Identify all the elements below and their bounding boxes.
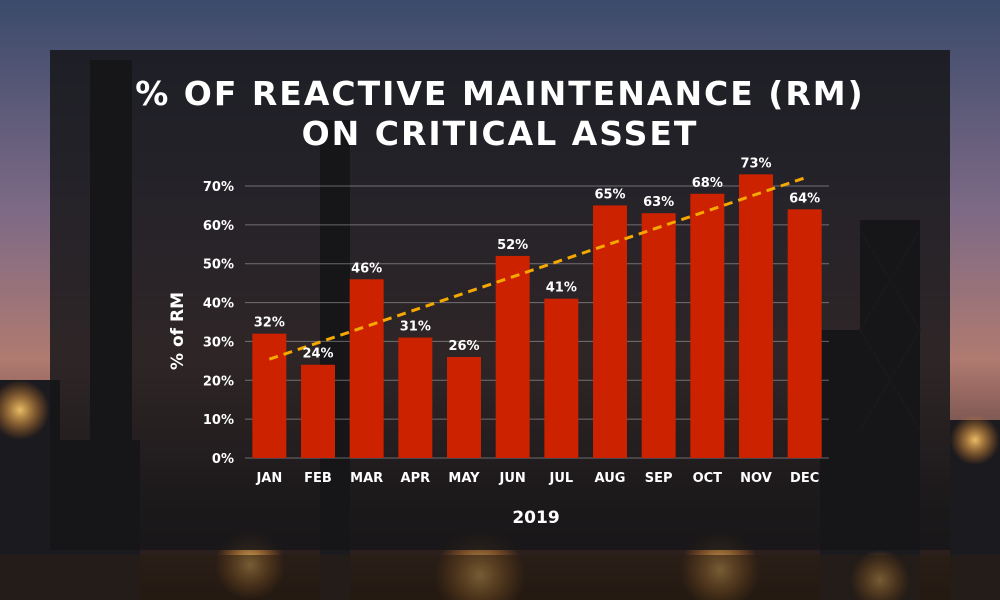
bars xyxy=(252,174,822,459)
bar-jun xyxy=(495,255,530,458)
bar-aug xyxy=(593,205,627,458)
data-label-oct: 68% xyxy=(692,176,723,191)
bar-oct xyxy=(690,193,725,458)
bar-jan xyxy=(252,333,287,458)
y-tick-label: 0% xyxy=(212,452,234,467)
data-label-jul: 41% xyxy=(546,281,577,296)
x-tick-label-sep: SEP xyxy=(645,471,673,486)
data-label-nov: 73% xyxy=(740,156,771,171)
x-tick-label-apr: APR xyxy=(401,471,431,486)
data-labels: 32% 24% 46% 31% 26% 52% 41% 65% 63% 68% 73% 64% xyxy=(254,156,820,361)
y-tick-label: 40% xyxy=(203,297,234,312)
trendline-group xyxy=(268,176,806,361)
bar-dec xyxy=(787,209,822,458)
x-tick-label-jun: JUN xyxy=(499,471,526,486)
bar-nov xyxy=(739,174,773,459)
x-tick-label-dec: DEC xyxy=(790,471,819,486)
data-label-mar: 46% xyxy=(351,261,382,276)
data-label-may: 26% xyxy=(448,339,479,354)
x-tick-label-mar: MAR xyxy=(350,471,383,486)
y-tick-label: 60% xyxy=(203,219,234,234)
data-label-jan: 32% xyxy=(254,316,285,331)
data-label-apr: 31% xyxy=(400,320,431,335)
y-tick-label: 20% xyxy=(203,374,234,389)
bar-may xyxy=(447,356,481,458)
x-tick-label-oct: OCT xyxy=(693,471,723,486)
chart-title-line-1: % OF REACTIVE MAINTENANCE (RM) xyxy=(135,74,865,113)
x-axis-ticks: JAN FEB MAR APR MAY JUN JUL AUG SEP OCT NOV DEC xyxy=(255,471,819,486)
x-tick-label-nov: NOV xyxy=(740,471,772,486)
x-axis-label: 2019 xyxy=(512,508,559,528)
bar-mar xyxy=(349,279,384,458)
x-tick-label-aug: AUG xyxy=(595,471,626,486)
y-tick-label: 50% xyxy=(203,258,234,273)
y-tick-label: 70% xyxy=(203,180,234,195)
bar-sep xyxy=(641,213,676,458)
trendline xyxy=(268,176,806,361)
data-label-sep: 63% xyxy=(643,195,674,210)
x-tick-label-jul: JUL xyxy=(548,471,573,486)
chart-title: % OF REACTIVE MAINTENANCE (RM) ON CRITIC… xyxy=(50,74,950,154)
bar-jul xyxy=(544,298,579,458)
x-tick-label-jan: JAN xyxy=(255,471,282,486)
y-axis-ticks: 0% 10% 20% 30% 40% 50% 60% 70% xyxy=(203,180,234,467)
y-axis-label: % of RM xyxy=(168,292,188,370)
bar-feb xyxy=(301,364,335,458)
data-label-jun: 52% xyxy=(497,238,528,253)
data-label-aug: 65% xyxy=(594,187,625,202)
x-tick-label-may: MAY xyxy=(448,471,480,486)
chart-title-line-2: ON CRITICAL ASSET xyxy=(301,114,699,153)
data-label-feb: 24% xyxy=(302,347,333,362)
gridlines xyxy=(245,185,829,459)
data-label-dec: 64% xyxy=(789,191,820,206)
y-tick-label: 30% xyxy=(203,335,234,350)
y-tick-label: 10% xyxy=(203,413,234,428)
bar-apr xyxy=(398,337,433,458)
x-tick-label-feb: FEB xyxy=(304,471,332,486)
